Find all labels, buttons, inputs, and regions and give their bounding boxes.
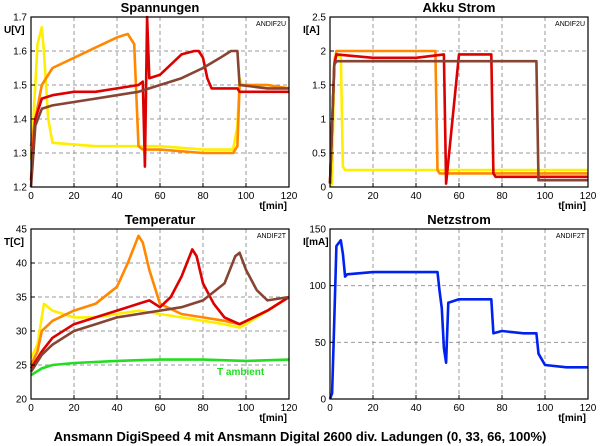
x-tick-label: 60 <box>453 191 465 202</box>
x-tick-label: 20 <box>68 403 80 414</box>
y-tick-label: 150 <box>309 225 326 236</box>
y-tick-label: 2.5 <box>312 13 326 24</box>
x-tick-label: 100 <box>537 191 554 202</box>
x-axis-label: t[min] <box>259 413 287 424</box>
x-tick-label: 100 <box>238 403 255 414</box>
series-line-2 <box>29 234 290 366</box>
x-tick-label: 20 <box>367 191 379 202</box>
chart-panel-akku-strom: 0 20 40 60 80 100 120 0 0.5 1 1.5 2 2.5 Akku Strom I[A… <box>303 0 597 212</box>
corner-tag: ANDIF2T <box>556 233 586 240</box>
series-line-2 <box>29 15 289 181</box>
chart-title: Netzstrom <box>427 212 491 227</box>
y-tick-label: 1.3 <box>13 149 27 160</box>
x-axis-label: t[min] <box>558 201 586 212</box>
x-tick-label: 40 <box>410 191 422 202</box>
y-tick-label: 1.2 <box>13 183 27 194</box>
x-tick-label: 60 <box>453 403 465 414</box>
y-tick-label: 35 <box>16 293 28 304</box>
series-line-3 <box>29 49 289 188</box>
x-tick-label: 20 <box>68 191 80 202</box>
chart-title: Spannungen <box>121 0 200 15</box>
y-tick-label: 0 <box>320 183 326 194</box>
y-tick-label: 1.4 <box>13 115 27 126</box>
x-tick-label: 100 <box>238 191 255 202</box>
y-axis-label: I[A] <box>303 25 320 36</box>
series-line-2 <box>328 53 588 185</box>
y-axis-label: I[mA] <box>303 237 329 248</box>
x-tick-label: 0 <box>28 191 34 202</box>
x-axis-label: t[min] <box>558 413 586 424</box>
y-tick-label: 25 <box>16 361 28 372</box>
y-tick-label: 20 <box>16 395 28 406</box>
x-axis-label: t[min] <box>259 201 287 212</box>
x-tick-label: 60 <box>154 403 166 414</box>
y-axis-label: T[C] <box>4 237 24 248</box>
chart-title: Akku Strom <box>423 0 496 15</box>
x-tick-label: 120 <box>281 191 298 202</box>
figure-caption: Ansmann DigiSpeed 4 mit Ansmann Digital … <box>54 429 547 444</box>
x-tick-label: 120 <box>580 191 597 202</box>
y-tick-label: 1.5 <box>312 81 326 92</box>
x-tick-label: 0 <box>327 403 333 414</box>
y-tick-label: 2 <box>320 47 326 58</box>
corner-tag: ANDIF2T <box>257 233 287 240</box>
x-tick-label: 40 <box>111 403 123 414</box>
y-tick-label: 30 <box>16 327 28 338</box>
series-line-0 <box>328 239 588 400</box>
chart-panel-temperatur: 0 20 40 60 80 100 120202530354045TemperaturT[C… <box>4 212 298 424</box>
x-tick-label: 60 <box>154 191 166 202</box>
x-tick-label: 40 <box>111 191 123 202</box>
y-tick-label: 1.7 <box>13 13 27 24</box>
x-tick-label: 20 <box>367 403 379 414</box>
series-line-3 <box>29 248 290 370</box>
corner-tag: ANDIF2U <box>256 21 286 28</box>
y-tick-label: 1.5 <box>13 81 27 92</box>
y-tick-label: 50 <box>315 338 327 349</box>
series-line-4 <box>29 251 290 373</box>
corner-tag: ANDIF2U <box>555 21 585 28</box>
annotation-label: T ambient <box>217 367 265 378</box>
chart-panel-spannungen: 0 20 40 60 80 100 120 1.2 1.3 1.4 1.5 1.6 1.7 Spannun… <box>4 0 298 212</box>
y-tick-label: 100 <box>309 281 326 292</box>
y-tick-label: 40 <box>16 259 28 270</box>
x-tick-label: 80 <box>496 191 508 202</box>
x-tick-label: 0 <box>28 403 34 414</box>
x-tick-label: 120 <box>580 403 597 414</box>
y-tick-label: 0.5 <box>312 149 326 160</box>
series-line-1 <box>29 32 290 155</box>
x-tick-label: 0 <box>327 191 333 202</box>
y-tick-label: 1 <box>320 115 326 126</box>
y-tick-label: 1.6 <box>13 47 27 58</box>
x-tick-label: 80 <box>197 403 209 414</box>
x-tick-label: 80 <box>496 403 508 414</box>
x-tick-label: 40 <box>410 403 422 414</box>
y-axis-label: U[V] <box>4 25 25 36</box>
x-tick-label: 80 <box>197 191 209 202</box>
y-tick-label: 45 <box>16 225 28 236</box>
x-tick-label: 120 <box>281 403 298 414</box>
chart-title: Temperatur <box>125 212 196 227</box>
series-line-3 <box>328 59 588 184</box>
y-tick-label: 0 <box>320 395 326 406</box>
chart-panel-netzstrom: 0 20 40 60 80 100 120 0 50 100 150 Netzstrom I[mA] t[… <box>303 212 597 424</box>
x-tick-label: 100 <box>537 403 554 414</box>
series-line-0 <box>30 358 290 377</box>
